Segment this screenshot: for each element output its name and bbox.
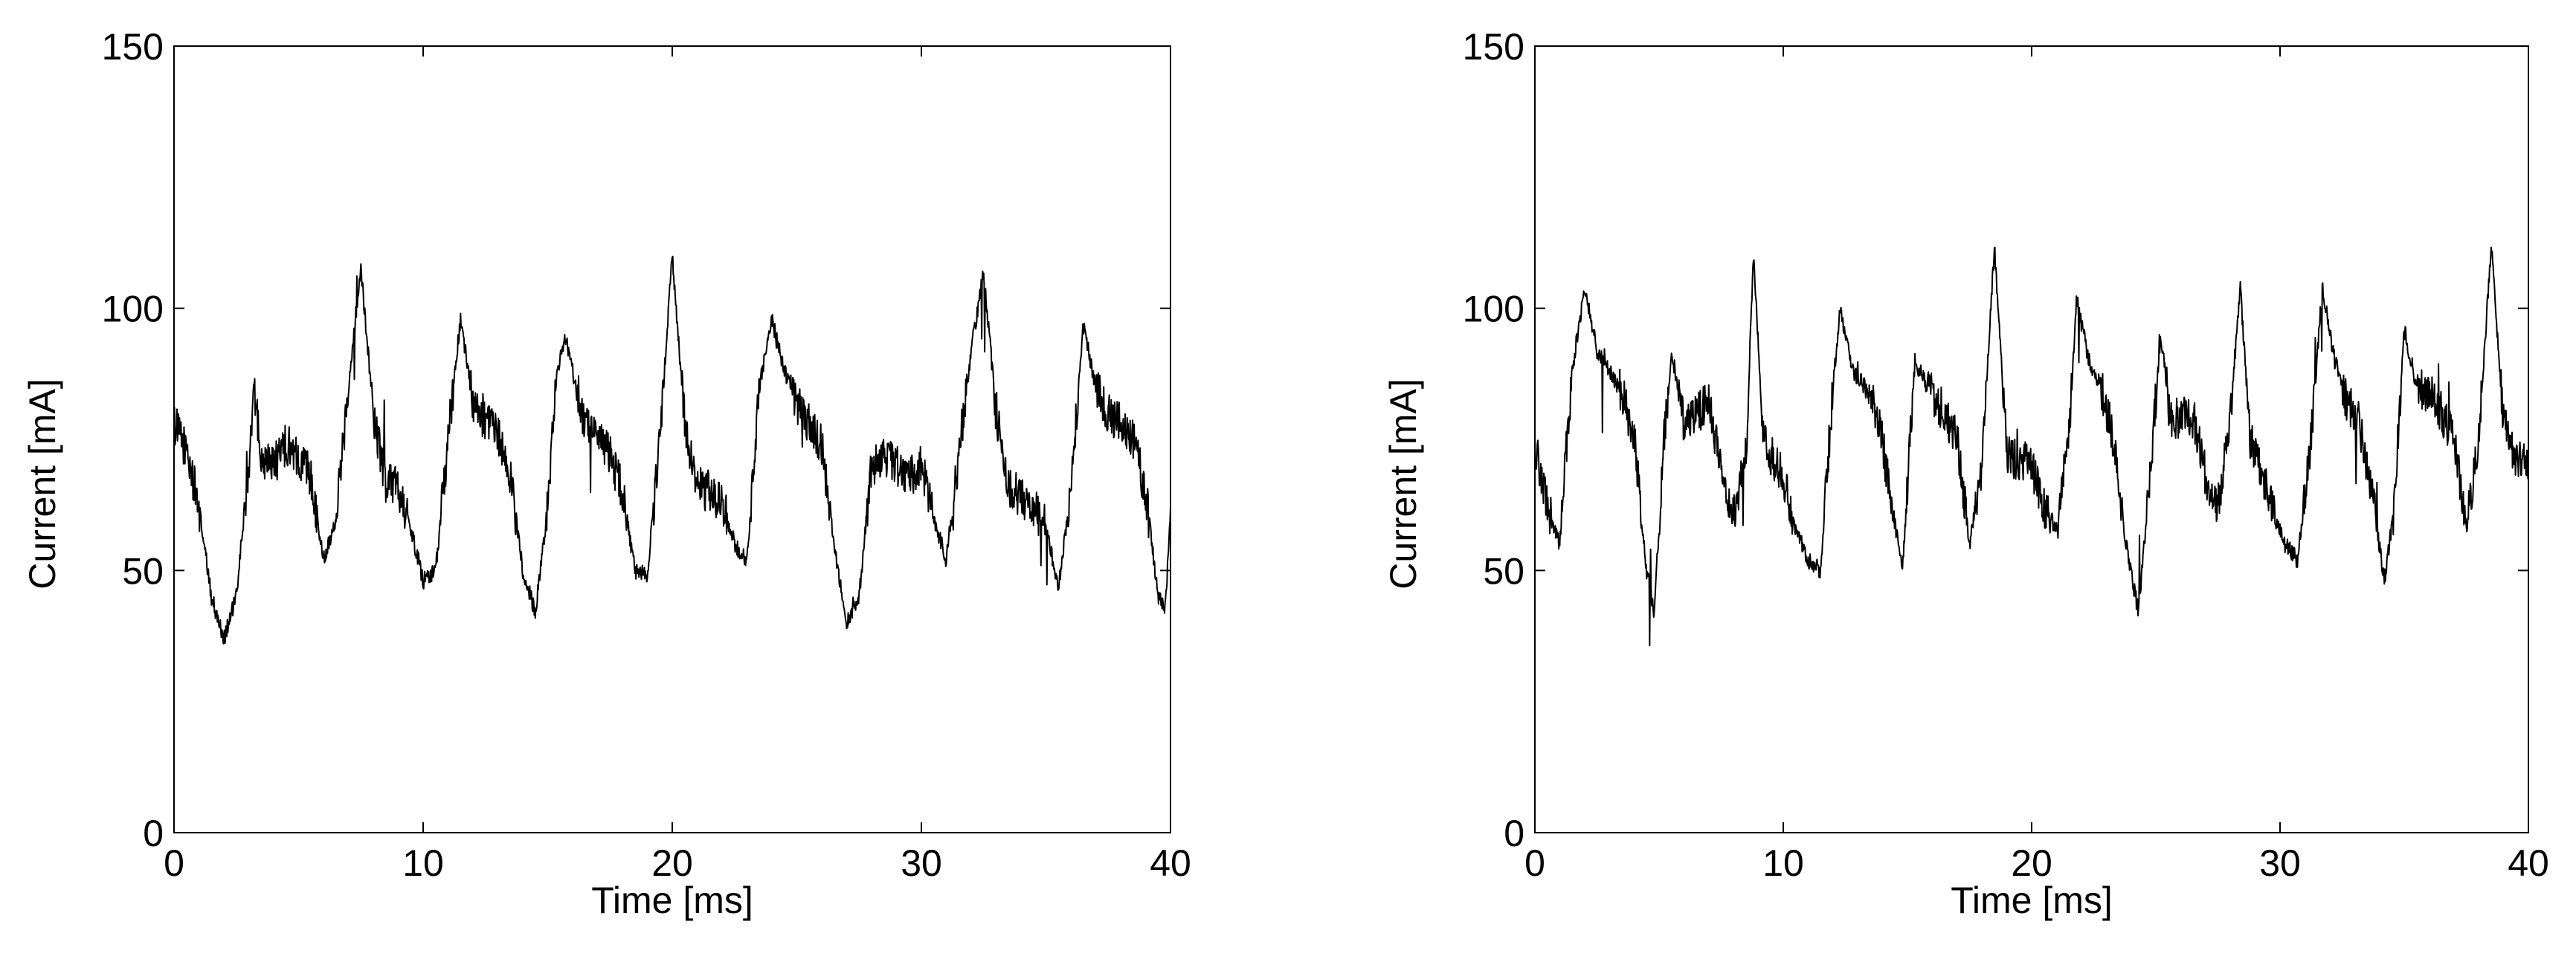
x-tick-label: 0 [1524,842,1545,884]
y-tick-label: 50 [1483,550,1524,592]
x-tick-label: 20 [2011,842,2052,884]
y-tick-label: 100 [102,288,164,330]
y-tick-label: 100 [1463,288,1524,330]
chart-left: 0 10 20 30 40 0 50 100 150 Time [ms] Current [mA] [22,26,1191,921]
y-tick-label: 0 [1504,813,1524,854]
plot-frame [173,45,1171,833]
series-line [173,255,1171,645]
y-axis-label: Current [mA] [1382,378,1424,589]
x-tick-label: 0 [164,842,184,884]
chart-right: 0 10 20 30 40 0 50 100 150 Time [ms] Current [mA] [1382,26,2549,921]
x-axis-label: Time [ms] [591,880,753,921]
y-tick-label: 50 [122,550,164,592]
x-tick-label: 30 [901,842,942,884]
y-axis-label: Current [mA] [22,378,63,589]
x-tick-label: 10 [1762,842,1804,884]
x-tick-label: 40 [2508,842,2549,884]
x-tick-label: 20 [651,842,693,884]
y-tick-label: 150 [102,26,164,68]
y-tick-label: 0 [143,813,164,854]
x-tick-label: 10 [402,842,444,884]
series-line [1534,246,2529,647]
x-axis-label: Time [ms] [1951,880,2113,921]
x-tick-label: 40 [1150,842,1191,884]
x-tick-label: 30 [2259,842,2301,884]
y-tick-label: 150 [1463,26,1524,68]
